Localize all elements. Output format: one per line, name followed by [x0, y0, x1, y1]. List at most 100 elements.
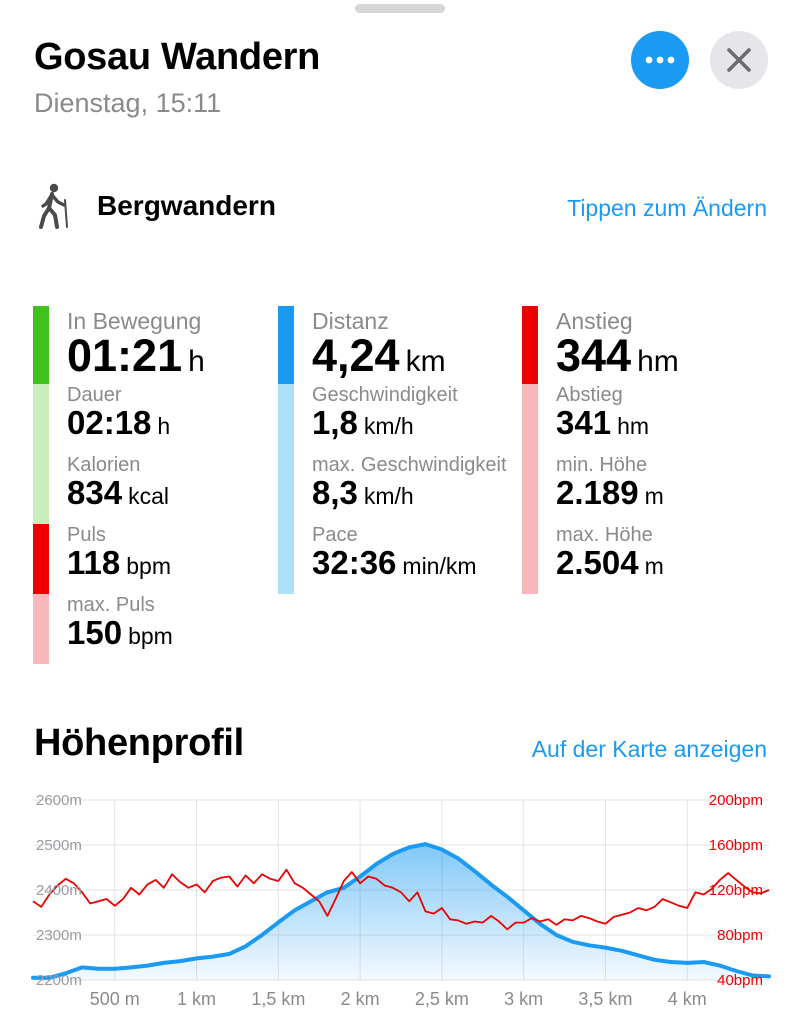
y-left-tick-label: 2400m: [36, 882, 82, 899]
metric-label: Abstieg: [556, 384, 623, 406]
metric-kalorien: Kalorien 834 kcal: [33, 454, 273, 524]
metric-value-line: 4,24 km: [312, 333, 518, 389]
ellipsis-icon: [645, 56, 675, 64]
metric-unit: h: [157, 413, 171, 439]
metric-label: Puls: [67, 524, 106, 546]
metric-label: max. Höhe: [556, 524, 653, 546]
metric-label: Kalorien: [67, 454, 141, 476]
metric-unit: km/h: [363, 413, 414, 439]
metric-value: 4,24: [312, 330, 400, 381]
metric-label: max. Puls: [67, 594, 155, 616]
metric-unit: m: [644, 483, 664, 509]
close-icon: [727, 48, 751, 72]
y-right-tick-label: 40bpm: [717, 972, 763, 989]
metric-unit: hm: [617, 413, 650, 439]
metric-value-line: 32:36 min/km: [312, 546, 518, 587]
metric-color-bar: [522, 524, 538, 594]
metric-color-bar: [33, 384, 49, 454]
metric-color-bar: [278, 306, 294, 384]
y-left-tick-label: 2200m: [36, 972, 82, 989]
metric-value-line: 344 hm: [556, 333, 762, 389]
metric-color-bar: [278, 384, 294, 454]
y-left-tick-label: 2600m: [36, 792, 82, 809]
elevation-chart-svg: 2600m 2500m 2400m 2300m 2200m 200bpm 160bpm 120…: [31, 792, 771, 1009]
metric-value-line: 2.504 m: [556, 546, 762, 587]
metric-color-bar: [33, 524, 49, 594]
metric-value-line: 02:18 h: [67, 406, 273, 447]
x-tick-label: 3 km: [504, 989, 543, 1009]
metrics-column-distance: Distanz 4,24 km Geschwindigkeit 1,8 km/h max. …: [278, 306, 518, 594]
elevation-profile-title: Höhenprofil: [34, 722, 244, 764]
metric-color-bar: [33, 594, 49, 664]
metric-unit: bpm: [126, 553, 171, 579]
metric-unit: km/h: [363, 483, 414, 509]
metric-min-höhe: min. Höhe 2.189 m: [522, 454, 762, 524]
metrics-column-elevation: Anstieg 344 hm Abstieg 341 hm min. Höhe 2.189 m m…: [522, 306, 762, 594]
metric-unit: m: [644, 553, 664, 579]
metric-label: Pace: [312, 524, 358, 546]
workout-title: Gosau Wandern: [34, 36, 321, 78]
y-right-tick-label: 200bpm: [709, 792, 763, 809]
x-tick-label: 3,5 km: [578, 989, 632, 1009]
elevation-chart: 2600m 2500m 2400m 2300m 2200m 200bpm 160bpm 120…: [0, 780, 800, 1024]
metric-puls: Puls 118 bpm: [33, 524, 273, 594]
metric-label: max. Geschwindigkeit: [312, 454, 507, 476]
metric-value-line: 2.189 m: [556, 476, 762, 517]
metric-in-bewegung: In Bewegung 01:21 h: [33, 306, 273, 384]
metric-value: 2.189: [556, 474, 639, 511]
metric-abstieg: Abstieg 341 hm: [522, 384, 762, 454]
metric-value-line: 8,3 km/h: [312, 476, 518, 517]
metric-value-line: 150 bpm: [67, 616, 273, 657]
metric-distanz: Distanz 4,24 km: [278, 306, 518, 384]
metric-color-bar: [33, 306, 49, 384]
metric-geschwindigkeit: Geschwindigkeit 1,8 km/h: [278, 384, 518, 454]
more-button[interactable]: [631, 31, 689, 89]
heart-rate-line: [32, 868, 770, 931]
metric-max-puls: max. Puls 150 bpm: [33, 594, 273, 664]
metric-value: 118: [67, 544, 121, 581]
metric-label: min. Höhe: [556, 454, 648, 476]
metrics-column-time: In Bewegung 01:21 h Dauer 02:18 h Kalorien 834 k…: [33, 306, 273, 664]
sheet-grabber[interactable]: [355, 4, 445, 13]
metric-label: In Bewegung: [67, 308, 202, 334]
metric-color-bar: [522, 454, 538, 524]
x-tick-label: 2,5 km: [415, 989, 469, 1009]
metric-value: 2.504: [556, 544, 639, 581]
metric-max-geschwindigkeit: max. Geschwindigkeit 8,3 km/h: [278, 454, 518, 524]
show-on-map-link[interactable]: Auf der Karte anzeigen: [531, 736, 767, 762]
metric-value-line: 1,8 km/h: [312, 406, 518, 447]
metric-label: Dauer: [67, 384, 122, 406]
metric-value: 150: [67, 614, 123, 651]
metric-value-line: 341 hm: [556, 406, 762, 447]
metric-color-bar: [522, 306, 538, 384]
close-button[interactable]: [710, 31, 768, 89]
metric-label: Geschwindigkeit: [312, 384, 458, 406]
metric-value: 344: [556, 330, 632, 381]
metric-value-line: 118 bpm: [67, 546, 273, 587]
metric-unit: kcal: [128, 483, 169, 509]
metric-value: 834: [67, 474, 123, 511]
x-tick-label: 1 km: [177, 989, 216, 1009]
y-left-tick-label: 2500m: [36, 837, 82, 854]
change-activity-link[interactable]: Tippen zum Ändern: [567, 195, 767, 221]
workout-date: Dienstag, 15:11: [34, 88, 222, 118]
y-right-tick-label: 160bpm: [709, 837, 763, 854]
metric-anstieg: Anstieg 344 hm: [522, 306, 762, 384]
metric-unit: bpm: [128, 623, 173, 649]
metric-max-höhe: max. Höhe 2.504 m: [522, 524, 762, 594]
metric-unit: min/km: [402, 553, 477, 579]
metric-unit: hm: [637, 345, 679, 378]
metric-color-bar: [33, 454, 49, 524]
metric-value: 02:18: [67, 404, 152, 441]
metric-value: 1,8: [312, 404, 358, 441]
elevation-line: [31, 842, 771, 980]
x-tick-label: 500 m: [90, 989, 140, 1009]
metric-unit: km: [405, 345, 446, 378]
metric-value-line: 01:21 h: [67, 333, 273, 389]
metric-value: 8,3: [312, 474, 358, 511]
x-tick-label: 2 km: [341, 989, 380, 1009]
metric-value-line: 834 kcal: [67, 476, 273, 517]
metric-value: 32:36: [312, 544, 397, 581]
metric-color-bar: [278, 524, 294, 594]
y-left-tick-label: 2300m: [36, 927, 82, 944]
